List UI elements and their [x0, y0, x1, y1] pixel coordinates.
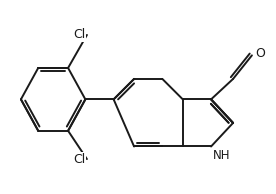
Text: Cl: Cl [73, 29, 85, 42]
Text: O: O [255, 47, 265, 60]
Text: NH: NH [213, 149, 230, 162]
Text: Cl: Cl [73, 152, 85, 165]
